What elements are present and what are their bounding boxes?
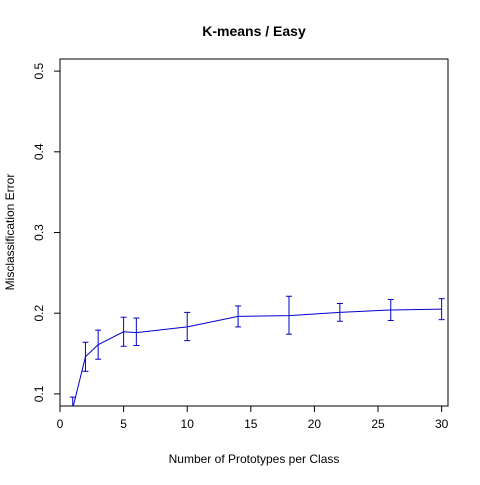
x-tick-label: 10 — [181, 417, 195, 431]
x-tick-label: 15 — [244, 417, 258, 431]
y-tick-label: 0.5 — [32, 62, 46, 79]
series-layer — [69, 295, 445, 406]
chart-title: K-means / Easy — [202, 23, 306, 39]
x-tick-label: 25 — [371, 417, 385, 431]
x-tick-label: 20 — [308, 417, 322, 431]
plot-frame — [59, 58, 449, 407]
x-axis: 0 5 10 15 20 25 30 — [57, 405, 449, 431]
x-tick-label: 30 — [435, 417, 449, 431]
x-tick-label: 5 — [120, 417, 127, 431]
y-axis: 0.1 0.2 0.3 0.4 0.5 — [32, 62, 61, 402]
y-tick-label: 0.2 — [32, 305, 46, 322]
x-axis-label: Number of Prototypes per Class — [169, 452, 340, 466]
y-tick-label: 0.4 — [32, 143, 46, 160]
series-line — [72, 308, 442, 406]
y-axis-label: Misclassification Error — [3, 174, 17, 291]
y-tick-label: 0.1 — [32, 385, 46, 402]
x-tick-label: 0 — [57, 417, 64, 431]
y-tick-label: 0.3 — [32, 224, 46, 241]
